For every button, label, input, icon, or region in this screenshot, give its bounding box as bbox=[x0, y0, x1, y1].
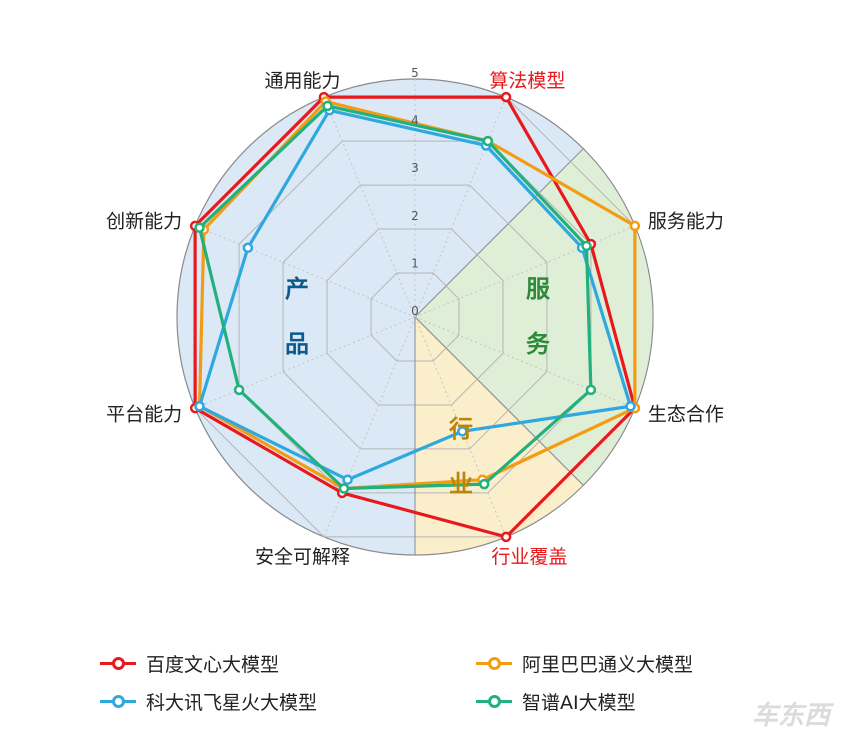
axis-label: 服务能力 bbox=[648, 211, 724, 233]
axis-label: 生态合作 bbox=[648, 403, 724, 425]
series-point bbox=[482, 135, 494, 147]
series-point bbox=[322, 100, 333, 112]
watermark-logo: 车东西 bbox=[751, 701, 830, 731]
axis-label: 通用能力 bbox=[265, 70, 341, 92]
region-label: 行 bbox=[448, 415, 473, 443]
axis-label: 平台能力 bbox=[106, 403, 182, 425]
tick-label: 3 bbox=[411, 161, 419, 175]
series-point bbox=[338, 483, 350, 494]
region-label: 品 bbox=[285, 330, 309, 358]
series-point bbox=[500, 531, 512, 543]
grid-ring bbox=[370, 272, 460, 362]
series-point bbox=[585, 384, 597, 396]
series-point bbox=[242, 242, 254, 254]
tick-label: 1 bbox=[411, 256, 419, 270]
series-point bbox=[194, 222, 205, 233]
tick-label: 5 bbox=[411, 66, 419, 80]
chart-series bbox=[189, 91, 641, 543]
series-point bbox=[342, 474, 353, 485]
region-label: 务 bbox=[526, 330, 551, 358]
series-point bbox=[457, 426, 468, 437]
series-point bbox=[233, 384, 245, 396]
region-label: 产 bbox=[285, 275, 309, 303]
axis-label: 安全可解释 bbox=[255, 546, 350, 568]
tick-label: 4 bbox=[411, 114, 419, 128]
axis-label: 算法模型 bbox=[489, 70, 565, 92]
grid-ring bbox=[282, 184, 548, 450]
series-point bbox=[500, 91, 512, 103]
series-point bbox=[194, 401, 205, 412]
axis-label: 创新能力 bbox=[106, 211, 182, 233]
series-point bbox=[625, 401, 636, 412]
tick-label: 2 bbox=[411, 209, 419, 223]
axis-label: 行业覆盖 bbox=[491, 546, 567, 568]
region-service-sector bbox=[414, 148, 654, 486]
series-point bbox=[581, 240, 592, 252]
region-label: 服 bbox=[526, 275, 551, 303]
series-point bbox=[478, 478, 490, 490]
region-label: 业 bbox=[449, 470, 473, 498]
series-point bbox=[629, 220, 641, 232]
tick-label: 0 bbox=[411, 304, 419, 318]
